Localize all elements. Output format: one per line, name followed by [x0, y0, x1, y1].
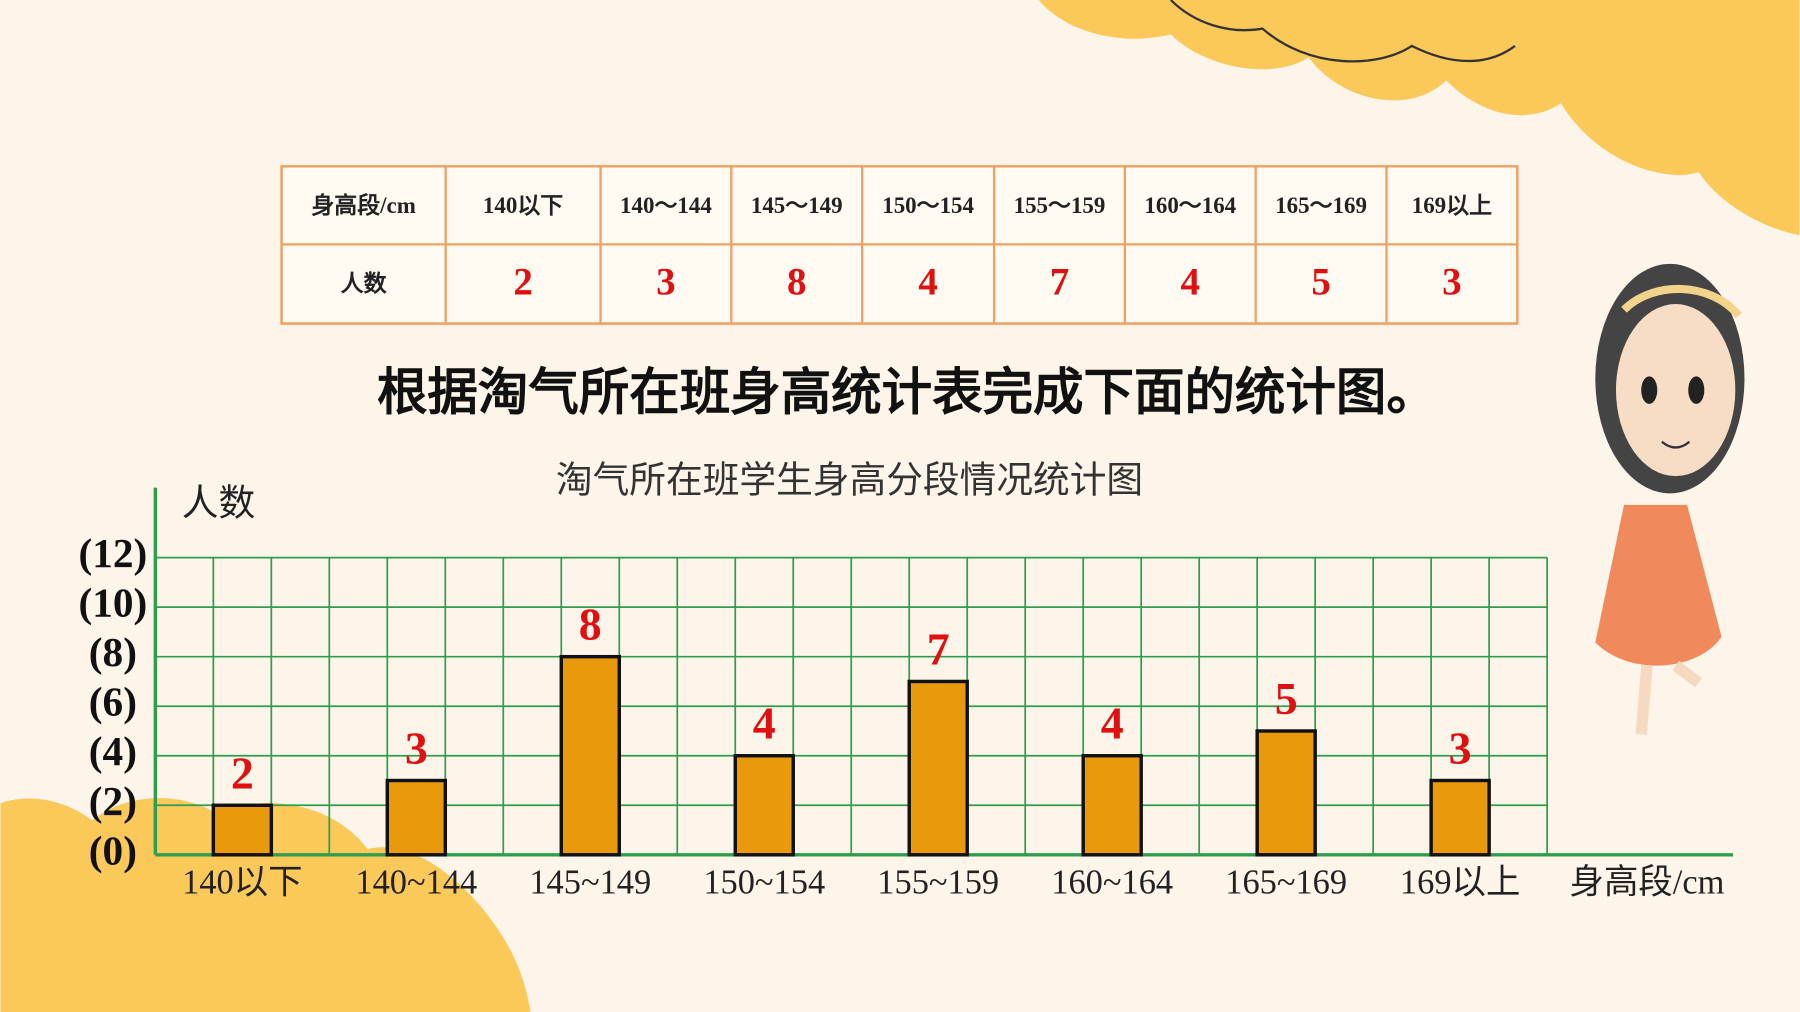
cloud — [1038, 0, 1800, 236]
table-row-label: 人数 — [341, 271, 388, 296]
y-tick-label: (10) — [78, 580, 147, 627]
mouth — [1661, 440, 1691, 449]
chart: (0)(2)(4)(6)(8)(10)(12) 140以下 2 140~144 3 145… — [78, 487, 1734, 902]
table-count-cell: 8 — [787, 261, 807, 304]
table-header-cell: 145～149 — [751, 193, 843, 218]
bar — [1429, 778, 1491, 857]
bar — [733, 754, 795, 857]
x-tick-label: 145~149 — [529, 864, 651, 902]
bar — [385, 778, 448, 857]
bar — [1255, 729, 1317, 857]
eye — [1641, 376, 1658, 404]
table-header-cell: 身高段/cm — [311, 192, 415, 218]
y-tick-label: (2) — [89, 778, 137, 825]
leg — [1635, 665, 1653, 735]
bar — [1081, 754, 1143, 857]
y-tick-label: (0) — [89, 827, 137, 874]
data-label: 5 — [1275, 673, 1298, 724]
table-header-cell: 160～164 — [1144, 193, 1236, 218]
table-count-cell: 3 — [1442, 261, 1462, 304]
chart-title: 淘气所在班学生身高分段情况统计图 — [556, 460, 1143, 501]
bar — [559, 654, 621, 857]
y-axis-title: 人数 — [182, 483, 255, 524]
table-header-cell: 140～144 — [620, 193, 712, 218]
table-header-cell: 165～169 — [1275, 193, 1367, 218]
table-count-cell: 3 — [656, 261, 676, 304]
table-header-cell: 150～154 — [882, 193, 974, 218]
data-label: 2 — [231, 747, 254, 798]
table: 身高段/cm 140以下 140～144 145～149 150～154 155～159 1… — [280, 165, 1519, 325]
data-label: 4 — [1101, 698, 1124, 749]
table-header-cell: 155～159 — [1014, 193, 1106, 218]
table-count-cell: 7 — [1050, 261, 1070, 304]
instruction: 根据淘气所在班身高统计表完成下面的统计图。 — [377, 362, 1437, 421]
x-tick-label: 169以上 — [1400, 864, 1520, 902]
dress — [1595, 504, 1722, 666]
table-count-cell: 2 — [513, 261, 533, 304]
headband — [1621, 284, 1742, 319]
x-tick-label: 160~164 — [1051, 864, 1173, 902]
table-count-cell: 5 — [1311, 261, 1331, 304]
cloud-outline — [1169, 0, 1516, 63]
data-label: 3 — [405, 723, 428, 774]
data-label: 3 — [1449, 723, 1472, 774]
x-axis-title: 身高段/cm — [1570, 864, 1725, 902]
table-header-cell: 169以上 — [1412, 193, 1492, 218]
data-label: 8 — [579, 599, 602, 650]
table-header-cell: 140以下 — [483, 193, 563, 218]
x-tick-label: 150~154 — [703, 864, 825, 902]
y-tick-label: (8) — [89, 629, 137, 676]
bar — [211, 803, 274, 857]
data-label: 4 — [753, 698, 776, 749]
data-label: 7 — [927, 623, 950, 674]
x-tick-label: 155~159 — [877, 864, 999, 902]
table-count-cell: 4 — [918, 261, 938, 304]
table-count-cell: 4 — [1181, 261, 1201, 304]
girl-illustration — [1595, 263, 1745, 735]
x-tick-label: 140以下 — [182, 864, 302, 902]
y-tick-label: (6) — [89, 679, 137, 726]
y-tick-label: (12) — [78, 530, 147, 577]
y-tick-label: (4) — [89, 728, 137, 775]
face — [1615, 304, 1736, 477]
bar — [907, 679, 969, 857]
x-tick-label: 165~169 — [1225, 864, 1347, 902]
eye — [1688, 376, 1705, 404]
x-tick-label: 140~144 — [355, 864, 477, 902]
leg — [1672, 660, 1703, 688]
